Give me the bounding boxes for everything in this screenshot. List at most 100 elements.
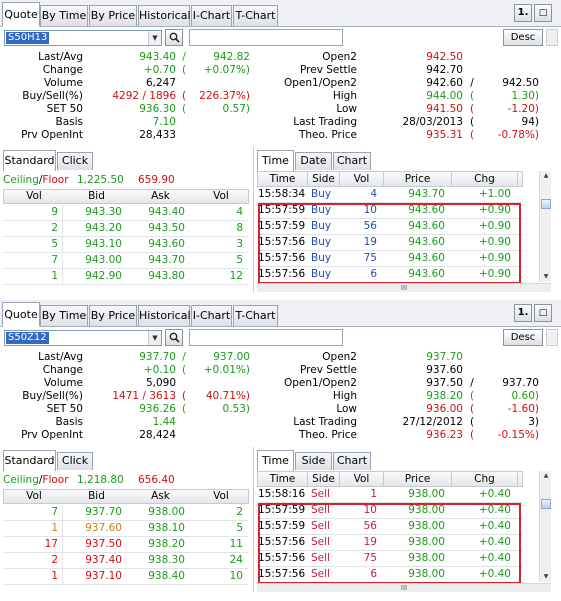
horizontal-scrollbar[interactable]: III: [257, 583, 551, 592]
book-cell-ask: 943.60: [148, 238, 185, 250]
tab-historical[interactable]: Historical: [138, 5, 191, 26]
horizontal-scrollbar[interactable]: III: [257, 283, 551, 292]
tab-by-time[interactable]: By Time: [40, 5, 88, 26]
book-header-3: Vol: [213, 190, 229, 202]
info-value: 6,247: [145, 77, 176, 89]
order-book-row[interactable]: 7 937.70 938.00 2: [3, 505, 249, 521]
book-cell-av: 5: [236, 522, 243, 534]
header-scroll[interactable]: [546, 329, 558, 346]
scroll-thumb[interactable]: [541, 499, 551, 509]
symbol-combo[interactable]: S50Z12 ▼: [4, 330, 162, 346]
trade-row[interactable]: 15:57:56 Buy 19 943.60 +0.90: [257, 235, 523, 251]
tab-ticker-chart[interactable]: Chart: [333, 152, 371, 170]
tab-historical[interactable]: Historical: [138, 305, 191, 326]
tab-click[interactable]: Click: [57, 152, 93, 170]
book-cell-bid: 937.50: [85, 538, 122, 550]
trade-row[interactable]: 15:57:56 Sell 75 938.00 +0.40: [257, 551, 523, 567]
info-value-secondary: -1.20): [507, 103, 539, 115]
tab-bar: Quote By Time By Price Historical I-Chart T-C…: [0, 300, 561, 327]
order-book-row[interactable]: 9 943.30 943.40 4: [3, 205, 249, 221]
quote-panel-bottom: Quote By Time By Price Historical I-Chart T-C…: [0, 300, 561, 592]
trade-row[interactable]: 15:57:56 Buy 75 943.60 +0.90: [257, 251, 523, 267]
window-toggle-button[interactable]: □: [534, 4, 552, 22]
trade-cell-vol: 10: [363, 504, 377, 516]
tab-ticker-date[interactable]: Date: [295, 152, 332, 170]
order-book-row[interactable]: 7 943.00 943.70 5: [3, 253, 249, 269]
book-cell-bid: 942.90: [85, 270, 122, 282]
tab-t-chart[interactable]: T-Chart: [233, 305, 278, 326]
trade-row[interactable]: 15:58:34 Buy 4 943.70 +1.00: [257, 187, 523, 203]
trade-scrollbar[interactable]: ▲ ▼: [539, 471, 551, 582]
window-toggle-button[interactable]: □: [534, 304, 552, 322]
chevron-down-icon[interactable]: ▼: [148, 31, 161, 45]
sort-order-button[interactable]: Desc: [503, 329, 543, 346]
search-text-input[interactable]: [189, 329, 343, 346]
book-tabs: Standard Click: [3, 450, 250, 471]
trade-header-side: Side: [308, 472, 340, 486]
scroll-thumb[interactable]: [541, 199, 551, 209]
trade-row[interactable]: 15:57:56 Buy 6 943.60 +0.90: [257, 267, 523, 283]
order-book-row[interactable]: 1 937.60 938.10 5: [3, 521, 249, 537]
trade-cell-vol: 4: [370, 188, 377, 200]
order-book-row[interactable]: 2 943.20 943.50 8: [3, 221, 249, 237]
search-button[interactable]: [165, 29, 183, 46]
tab-by-price[interactable]: By Price: [89, 305, 137, 326]
order-book-row[interactable]: 1 937.10 938.40 10: [3, 569, 249, 585]
pane-divider: [253, 447, 254, 592]
tab-by-price[interactable]: By Price: [89, 5, 137, 26]
book-cell-ask: 943.40: [148, 206, 185, 218]
tab-click[interactable]: Click: [57, 452, 93, 470]
chevron-down-icon[interactable]: ▼: [148, 331, 161, 345]
number-toggle-button[interactable]: 1.: [514, 304, 532, 322]
trade-scrollbar[interactable]: ▲ ▼: [539, 171, 551, 282]
info-value-secondary: 937.00: [213, 351, 250, 363]
scroll-down-icon[interactable]: ▼: [543, 573, 549, 580]
trade-cell-price: 938.00: [408, 504, 445, 516]
sort-order-button[interactable]: Desc: [503, 29, 543, 46]
tab-quote[interactable]: Quote: [2, 2, 40, 27]
trade-row[interactable]: 15:57:59 Buy 10 943.60 +0.90: [257, 203, 523, 219]
order-book-row[interactable]: 17 937.50 938.20 11: [3, 537, 249, 553]
order-book-row[interactable]: 5 943.10 943.60 3: [3, 237, 249, 253]
book-cell-bv: 1: [3, 269, 63, 284]
book-header-0: Vol: [26, 490, 42, 502]
search-text-input[interactable]: [189, 29, 343, 46]
scroll-down-icon[interactable]: ▼: [543, 273, 549, 280]
symbol-combo[interactable]: S50H13 ▼: [4, 30, 162, 46]
info-label: Low: [336, 403, 357, 415]
tab-ticker-side[interactable]: Side: [295, 452, 332, 470]
tab-ticker-chart[interactable]: Chart: [333, 452, 371, 470]
book-cell-bv: 5: [3, 237, 63, 252]
tab-standard[interactable]: Standard: [3, 450, 56, 471]
header-scroll[interactable]: [546, 29, 558, 46]
order-book-row[interactable]: 2 937.40 938.30 24: [3, 553, 249, 569]
trade-row[interactable]: 15:57:59 Buy 56 943.60 +0.90: [257, 219, 523, 235]
tab-i-chart[interactable]: I-Chart: [191, 305, 232, 326]
tab-t-chart[interactable]: T-Chart: [233, 5, 278, 26]
trade-cell-side: Sell: [311, 536, 330, 548]
order-book-row[interactable]: 1 942.90 943.80 12: [3, 269, 249, 285]
trade-row[interactable]: 15:57:56 Sell 6 938.00 +0.40: [257, 567, 523, 583]
tab-i-chart[interactable]: I-Chart: [191, 5, 232, 26]
ticker-tabs: Time Date Chart: [257, 150, 377, 171]
scroll-up-icon[interactable]: ▲: [543, 472, 549, 479]
tab-ticker-time[interactable]: Time: [257, 450, 294, 471]
tab-standard[interactable]: Standard: [3, 150, 56, 171]
info-value: 941.50: [426, 103, 463, 115]
search-button[interactable]: [165, 329, 183, 346]
scroll-up-icon[interactable]: ▲: [543, 172, 549, 179]
book-header-0: Vol: [26, 190, 42, 202]
info-separator: /: [470, 377, 474, 389]
number-toggle-button[interactable]: 1.: [514, 4, 532, 22]
trade-row[interactable]: 15:58:16 Sell 1 938.00 +0.40: [257, 487, 523, 503]
trade-row[interactable]: 15:57:59 Sell 10 938.00 +0.40: [257, 503, 523, 519]
trade-row[interactable]: 15:57:59 Sell 56 938.00 +0.40: [257, 519, 523, 535]
tab-ticker-time[interactable]: Time: [257, 150, 294, 171]
info-value: 28/03/2013: [402, 116, 463, 128]
trade-row[interactable]: 15:57:56 Sell 19 938.00 +0.40: [257, 535, 523, 551]
tab-by-time[interactable]: By Time: [40, 305, 88, 326]
info-separator: /: [182, 351, 186, 363]
tab-quote[interactable]: Quote: [2, 302, 40, 327]
info-separator: (: [469, 90, 475, 102]
info-value-secondary: 94): [521, 116, 539, 128]
